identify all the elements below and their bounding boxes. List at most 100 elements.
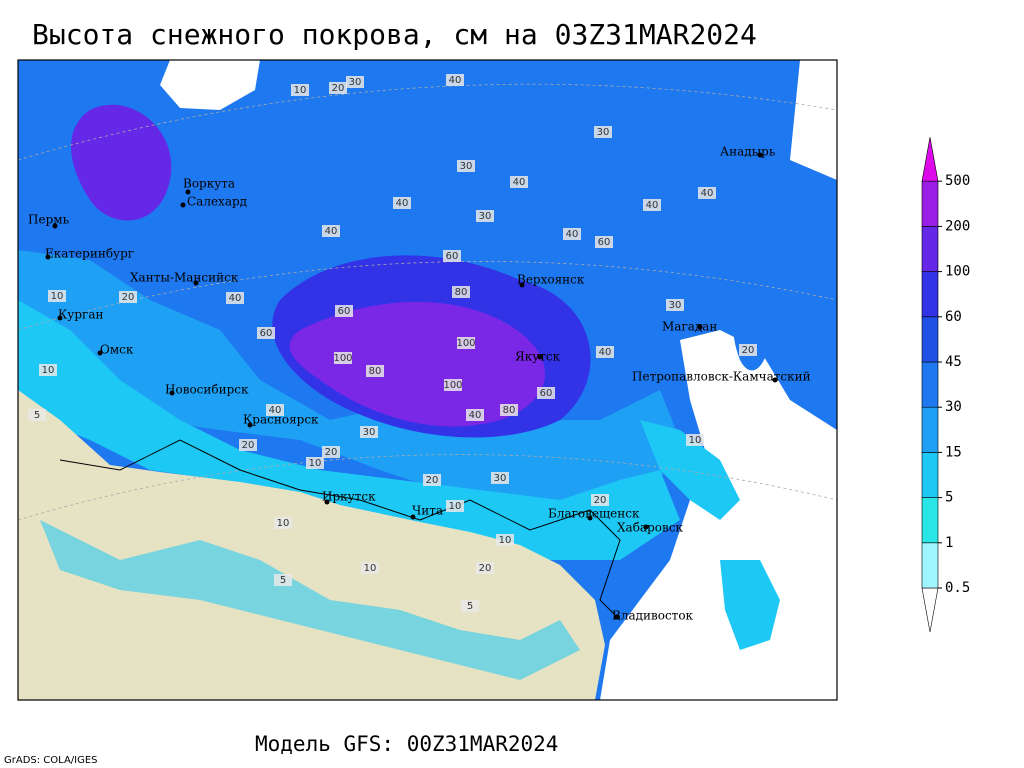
city-label: Иркутск xyxy=(322,490,376,504)
city-label: Воркута xyxy=(183,177,235,191)
legend-label: 100 xyxy=(945,264,970,280)
region-5 xyxy=(18,300,680,560)
contour-label-box xyxy=(239,439,257,451)
contour-label-box xyxy=(594,126,612,138)
contour-label: 100 xyxy=(443,380,462,391)
contour-label-box xyxy=(274,517,292,529)
city-label: Благовещенск xyxy=(548,507,640,521)
contour-label: 30 xyxy=(669,300,682,311)
city-dot xyxy=(614,614,620,620)
city-label: Хабаровск xyxy=(617,521,683,535)
legend-swatch xyxy=(921,316,939,363)
contour-label: 20 xyxy=(242,440,255,451)
contour-label-box xyxy=(360,426,378,438)
legend-swatch xyxy=(921,497,939,544)
legend-swatch xyxy=(921,406,939,453)
contour-label: 40 xyxy=(646,200,659,211)
contour-label: 10 xyxy=(449,501,462,512)
contour-label: 80 xyxy=(369,366,382,377)
contour-label-box xyxy=(274,574,292,586)
city-dot xyxy=(697,324,703,330)
contour-label-box xyxy=(266,404,284,416)
contour-label: 20 xyxy=(742,345,755,356)
bering-sea xyxy=(790,60,837,180)
city-label: Омск xyxy=(100,343,134,357)
contour-label-box xyxy=(698,187,716,199)
region-100 xyxy=(71,104,172,221)
contour-label-box xyxy=(491,472,509,484)
contour-label-box xyxy=(423,474,441,486)
legend-label: 200 xyxy=(945,218,970,234)
contour-label: 20 xyxy=(594,495,607,506)
contour-label: 20 xyxy=(479,563,492,574)
title: Высота снежного покрова, см на 03Z31MAR2… xyxy=(32,18,757,51)
contour-label: 40 xyxy=(513,177,526,188)
contour-label-box xyxy=(28,409,46,421)
contour-label-box xyxy=(739,344,757,356)
city-dot xyxy=(45,254,51,260)
contour-label: 100 xyxy=(456,338,475,349)
city-label: Курган xyxy=(58,308,103,322)
city-label: Новосибирск xyxy=(165,383,249,397)
contour-label-box xyxy=(595,236,613,248)
contour-label-box xyxy=(446,500,464,512)
map-frame xyxy=(17,59,838,701)
contour-label-box xyxy=(510,176,528,188)
city-label: Владивосток xyxy=(612,609,694,623)
contour-label-box xyxy=(537,387,555,399)
patchy-snow xyxy=(40,520,580,680)
contour-label-box xyxy=(666,299,684,311)
legend-label: 0.5 xyxy=(945,580,970,596)
legend-swatch xyxy=(921,361,939,408)
contour-label-box xyxy=(686,434,704,446)
contour-label-box xyxy=(393,197,411,209)
legend-swatch xyxy=(921,226,939,272)
contour-label-box xyxy=(291,84,309,96)
contour-label: 20 xyxy=(426,475,439,486)
contour-label: 80 xyxy=(503,405,516,416)
contour-label-box xyxy=(457,337,475,349)
contour-label-box xyxy=(591,494,609,506)
city-dot xyxy=(247,422,253,428)
legend-label: 500 xyxy=(945,173,970,189)
city-label: Красноярск xyxy=(243,413,319,427)
city-dot xyxy=(587,515,593,521)
contour-label-box xyxy=(446,74,464,86)
contour-label-box xyxy=(596,346,614,358)
city-dot xyxy=(180,202,186,208)
city-dot xyxy=(193,280,199,286)
region-15 xyxy=(18,250,680,520)
contour-label: 10 xyxy=(277,518,290,529)
city-label: Пермь xyxy=(28,213,70,227)
contour-label: 40 xyxy=(229,293,242,304)
contour-label-box xyxy=(476,562,494,574)
contour-label: 40 xyxy=(396,198,409,209)
contour-label-box xyxy=(322,225,340,237)
region-100b xyxy=(289,301,545,427)
contour-label-box xyxy=(322,446,340,458)
contour-label-box xyxy=(457,160,475,172)
contour-label: 5 xyxy=(280,575,286,586)
city-dot xyxy=(57,315,63,321)
contour-label-box xyxy=(257,327,275,339)
contour-label: 30 xyxy=(494,473,507,484)
city-dot xyxy=(410,514,416,520)
legend-bottom xyxy=(921,587,939,633)
contour-label: 5 xyxy=(34,410,40,421)
contour-label: 10 xyxy=(689,435,702,446)
city-dot xyxy=(185,189,191,195)
footer: Модель GFS: 00Z31MAR2024 xyxy=(255,732,558,756)
legend-swatch xyxy=(921,452,939,498)
city-dot xyxy=(519,282,525,288)
contour-label-box xyxy=(500,404,518,416)
contour-label: 60 xyxy=(540,388,553,399)
contour-label-box xyxy=(48,290,66,302)
city-dot xyxy=(97,350,103,356)
contour-label: 80 xyxy=(455,287,468,298)
city-dot xyxy=(757,152,763,158)
border xyxy=(59,439,621,621)
legend-label: 45 xyxy=(945,354,962,370)
contour-label: 40 xyxy=(701,188,714,199)
city-label: Верхоянск xyxy=(517,273,585,287)
